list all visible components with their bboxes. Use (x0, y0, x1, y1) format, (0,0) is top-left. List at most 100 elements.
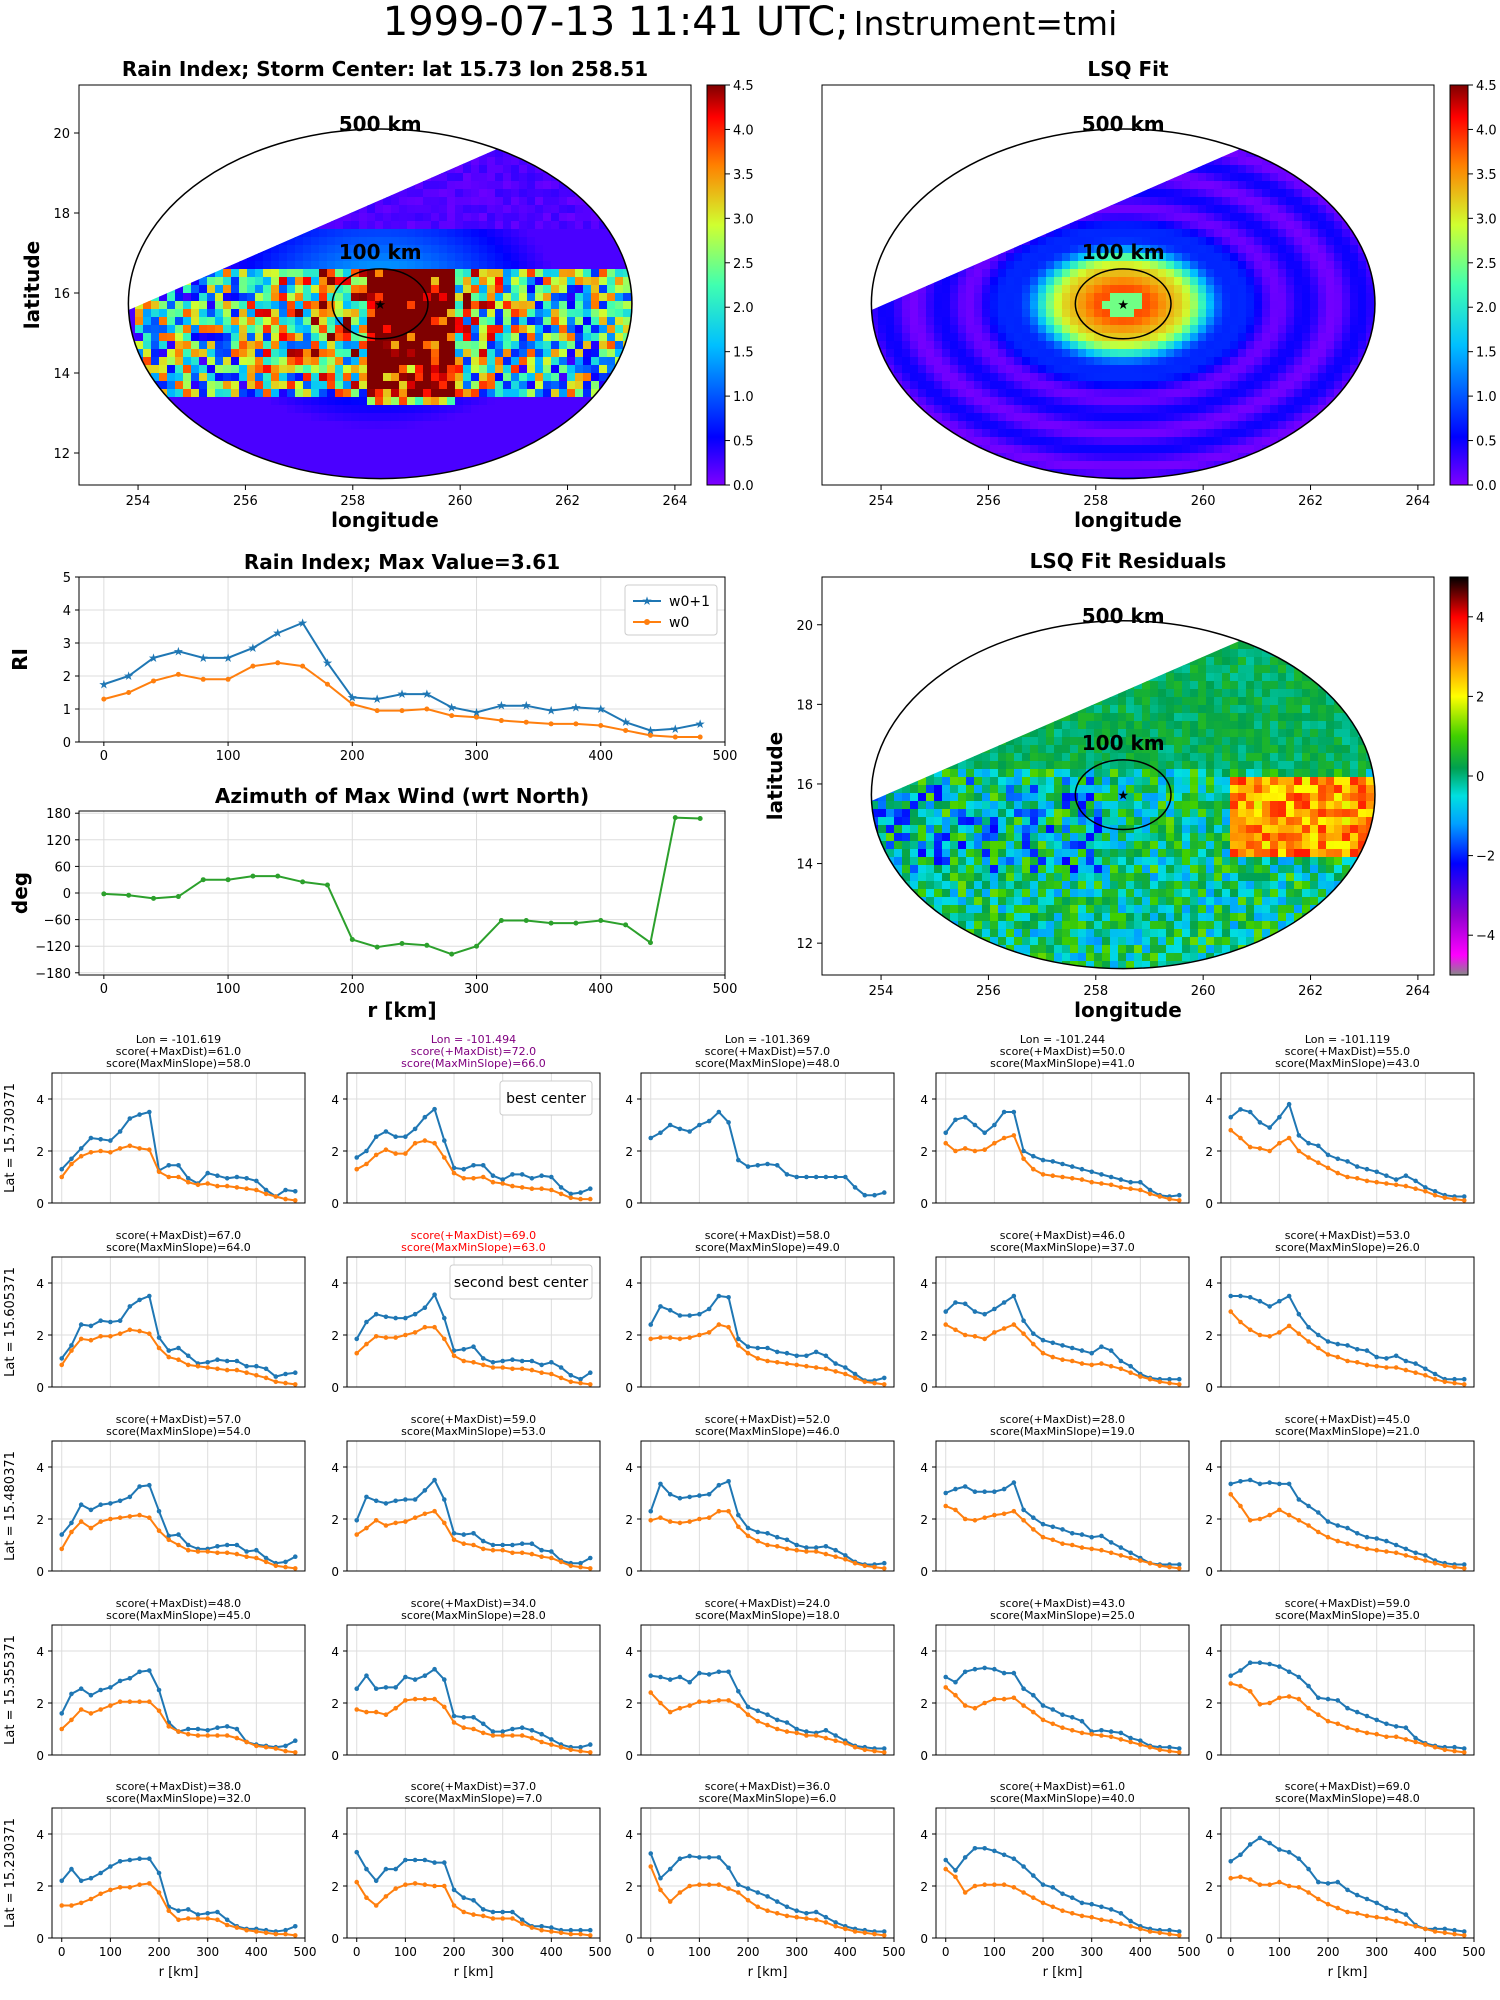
data-point (283, 1559, 288, 1565)
data-point (117, 1331, 123, 1336)
data-point (765, 1722, 770, 1728)
data-point (1432, 1744, 1438, 1750)
data-point (1384, 1538, 1389, 1544)
ytick-label: 4 (36, 1277, 44, 1291)
data-point (205, 1170, 210, 1176)
data-point (804, 1733, 809, 1738)
data-point (823, 1174, 829, 1180)
map-xtick-label: 256 (976, 984, 1001, 999)
data-point (549, 1371, 554, 1377)
panel-score-label: score(+MaxDist)=69.0 (1285, 1780, 1410, 1793)
data-point (745, 1533, 751, 1539)
data-point (1050, 1159, 1056, 1164)
data-point (442, 1883, 447, 1889)
xtick-label: 500 (1463, 1945, 1486, 1959)
data-point (1364, 1896, 1370, 1902)
data-point (383, 1314, 389, 1320)
map-xtick-label: 258 (1083, 494, 1108, 509)
data-point (1040, 1900, 1046, 1906)
data-point (833, 1174, 838, 1180)
data-point (1461, 1382, 1467, 1387)
data-point (677, 1313, 683, 1318)
data-point (1021, 1703, 1026, 1708)
data-point (1238, 1668, 1243, 1673)
series-line-azimuth (945, 1481, 1180, 1566)
data-point (373, 1334, 379, 1339)
data-point (1423, 1926, 1428, 1932)
data-point (510, 1183, 515, 1189)
data-point (166, 1354, 172, 1360)
map-xtick-label: 254 (869, 494, 894, 509)
panel-lon-label: Lon = -101.119 (1305, 1033, 1390, 1046)
figure-title-datetime: 1999-07-13 11:41 UTC; (382, 0, 849, 45)
data-point (1296, 1856, 1302, 1861)
data-point (273, 1931, 279, 1937)
data-point (403, 1674, 408, 1680)
data-point (1364, 1534, 1370, 1540)
data-point (813, 1733, 819, 1738)
data-point (1138, 1742, 1143, 1747)
data-point (1040, 1534, 1046, 1540)
data-point (677, 1126, 683, 1132)
xtick-label: 300 (491, 1945, 514, 1959)
series-line-azimuth (945, 1868, 1180, 1937)
data-point (1277, 1879, 1282, 1885)
data-point (716, 1855, 722, 1860)
data-point (962, 1703, 968, 1708)
data-point (254, 1363, 259, 1369)
colorbar-tick-label: 1.0 (1476, 390, 1497, 405)
panel-score-label: score(+MaxDist)=28.0 (1000, 1413, 1125, 1426)
data-point (623, 727, 629, 733)
data-point (412, 1857, 418, 1863)
data-point (108, 1887, 113, 1893)
data-point (1228, 1309, 1234, 1314)
data-point (1128, 1555, 1133, 1561)
data-point (1423, 1366, 1428, 1372)
data-point (716, 1882, 722, 1887)
data-point (558, 1930, 564, 1936)
data-point (765, 1161, 770, 1167)
data-point (451, 1165, 457, 1171)
data-point (471, 1176, 476, 1181)
data-point (568, 1747, 574, 1753)
xtick-label: 300 (785, 1945, 808, 1959)
data-point (587, 1750, 593, 1755)
data-point (1031, 1341, 1036, 1347)
data-point (539, 1547, 544, 1553)
data-point (872, 1192, 877, 1198)
data-point (1228, 1114, 1234, 1120)
data-point (774, 1544, 780, 1549)
data-point (461, 1532, 467, 1537)
data-point (250, 663, 256, 669)
data-point (1108, 1550, 1114, 1556)
data-point (578, 1564, 583, 1570)
data-point (1247, 1477, 1253, 1483)
data-point: ★ (695, 717, 706, 731)
data-point (982, 1665, 987, 1671)
data-point (755, 1356, 761, 1361)
data-point (498, 917, 504, 923)
ytick-label: 0 (36, 1749, 44, 1763)
data-point (354, 1155, 360, 1160)
data-point (784, 1361, 790, 1366)
data-point (364, 1319, 369, 1325)
data-point (78, 1502, 84, 1507)
data-point (69, 1348, 74, 1353)
data-point (1247, 1877, 1253, 1882)
data-point (1247, 1144, 1253, 1150)
data-point (992, 1489, 997, 1494)
series-line-azimuth (1230, 1310, 1465, 1386)
data-point (823, 1735, 829, 1741)
data-point (943, 1309, 949, 1314)
data-point (108, 1864, 113, 1869)
data-point (1069, 1911, 1075, 1916)
ytick-label: 0 (331, 1381, 339, 1395)
data-point (185, 1731, 191, 1737)
data-point (195, 1916, 201, 1921)
data-point (794, 1174, 799, 1180)
plot-frame (1220, 1807, 1475, 1939)
data-point (1335, 1698, 1341, 1703)
data-point (1176, 1192, 1182, 1198)
data-point (1031, 1527, 1036, 1532)
data-point (1157, 1563, 1163, 1569)
